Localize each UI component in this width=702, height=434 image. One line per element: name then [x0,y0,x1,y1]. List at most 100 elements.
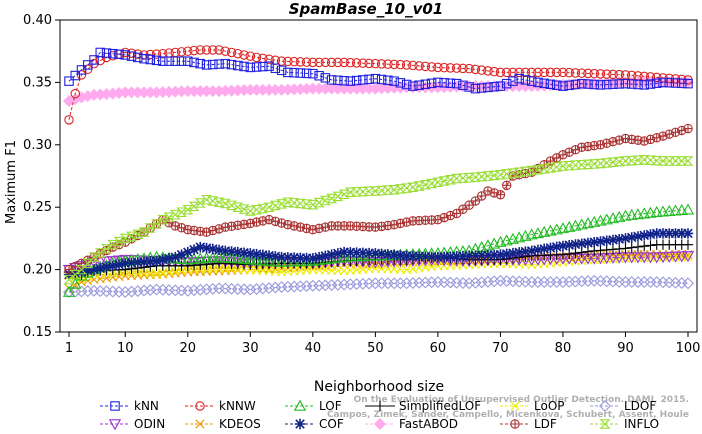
data-point-knn [364,74,374,85]
data-point-cof [470,250,481,261]
data-point-knnw [420,61,431,72]
data-point-cof [370,248,381,259]
data-point-ldof [488,275,501,288]
data-point-ldof [181,284,194,297]
data-point-knn [526,76,537,86]
data-point-ldof [475,276,488,289]
data-point-odin [681,251,695,263]
data-point-cof [238,247,250,258]
x-tick-label: 100 [676,341,701,356]
legend-marker-odin [108,419,122,431]
legend-label-cof: COF [319,417,344,431]
data-point-knn [483,82,493,93]
series-ldof [63,274,694,299]
data-point-knn [258,61,268,72]
data-point-knn [264,61,274,71]
data-point-ldf [451,208,462,219]
data-point-cof [482,249,494,261]
data-point-inflo [307,199,319,210]
data-point-knn [326,75,337,85]
data-point-cof [151,255,162,267]
data-point-cof [645,229,656,240]
watermark-line-1: On the Evaluation of Unsupervised Outlie… [354,395,689,405]
data-point-ldf [176,223,187,233]
data-point-cof [557,240,569,252]
data-point-odin [181,257,194,269]
data-point-cof [401,250,412,262]
data-point-cof [282,252,294,263]
data-point-knnw [64,115,74,125]
data-point-ldf [283,219,293,230]
data-point-cof [101,261,112,273]
data-point-knn [639,80,649,90]
data-point-inflo [682,156,694,166]
data-point-knn [89,55,99,65]
data-point-knn [170,56,181,66]
data-point-knn [420,79,431,90]
data-point-simplifiedlof [570,247,581,259]
data-point-cof [132,257,143,268]
data-point-knn [614,79,624,89]
data-point-cof [632,231,644,242]
data-point-knn [120,50,131,60]
data-point-cof [332,248,344,259]
data-point-knnw [470,64,481,75]
data-point-cof [595,236,606,247]
data-point-knn [201,60,212,70]
data-point-knnw [345,57,356,68]
data-point-cof [95,263,106,274]
data-point-ldof [325,279,338,292]
data-point-knnw [233,48,243,59]
data-point-simplifiedlof [645,240,656,251]
data-point-cof [476,250,487,261]
legend-marker-simplifiedlof [374,400,386,412]
data-point-ldf [383,220,393,231]
data-point-inflo [88,252,100,262]
data-point-ldf [239,219,249,230]
data-point-inflo [138,227,150,237]
data-point-knnw [239,50,249,60]
data-point-knn [176,56,187,66]
data-point-cof [564,239,575,251]
legend-label-lof: LOF [319,399,342,413]
data-point-cof [670,228,681,239]
legend-label-inflo: INFLO [624,417,659,431]
data-point-cof [501,248,512,260]
data-point-knn [664,77,674,88]
data-point-cof [226,246,237,257]
data-point-knn [295,68,306,78]
data-point-ldf [664,129,674,139]
data-point-knnw [358,58,368,68]
x-tick-label: 20 [180,341,197,356]
data-point-ldf [376,221,387,232]
x-axis-label: Neighborhood size [314,379,444,395]
data-point-knnw [251,52,262,63]
legend-item-ldf: LDF [500,417,557,431]
data-point-knn [276,65,287,76]
data-point-knnw [264,54,274,65]
data-point-cof [70,268,81,279]
series-line-knnw [68,49,689,120]
data-point-cof [288,252,300,263]
data-point-ldf [370,222,381,232]
data-point-knnw [495,67,506,78]
x-tick-label: 10 [117,341,134,356]
data-point-ldf [495,189,506,200]
legend-marker-ldof [599,400,611,412]
data-point-ldf [214,224,224,234]
y-tick-label: 0.20 [23,263,52,278]
data-point-inflo [125,231,138,242]
data-point-knn [214,59,224,69]
data-point-inflo [326,193,338,204]
data-point-inflo [151,219,163,229]
data-point-lof [212,250,226,262]
data-point-knn [339,75,349,86]
data-point-knn [83,60,93,70]
data-point-knnw [214,45,224,55]
data-point-ldf [683,123,693,134]
data-point-lof [62,285,76,297]
data-point-knn [333,75,343,86]
data-point-knnw [608,69,618,80]
data-point-cof [338,246,350,258]
